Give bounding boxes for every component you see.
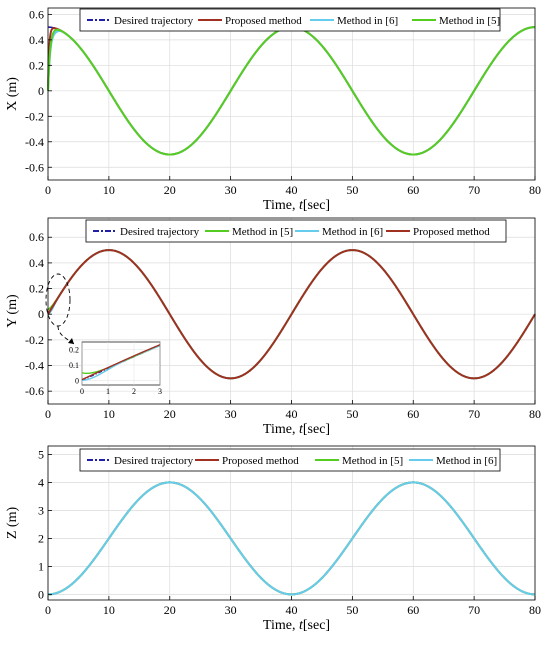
inset-series-line [81, 344, 161, 381]
y-tick-label: 0.4 [29, 33, 44, 47]
inset-zoom: 0 1 2 3 0 0.1 0.2 [69, 341, 162, 396]
legend-label: Method in [6] [436, 455, 497, 467]
x-tick-label: 40 [286, 603, 298, 617]
y-tick-label: -0.4 [25, 359, 44, 373]
y-axis-label: X (m) [5, 77, 20, 111]
legend-label: Method in [6] [322, 226, 383, 238]
x-tick-label: 60 [407, 603, 419, 617]
series-line-proposed-method [47, 249, 536, 380]
y-tick-label: 2 [38, 531, 44, 545]
y-axis-label: Y (m) [5, 294, 20, 328]
zoom-arrowhead [68, 338, 74, 344]
y-tick-label: 0.2 [29, 282, 44, 296]
inset-y-tick-label: 0.2 [69, 346, 79, 355]
y-tick-label: 5 [38, 447, 44, 461]
y-tick-label: 1 [38, 559, 44, 573]
x-tick-label: 10 [103, 183, 115, 197]
y-tick-label: 4 [38, 475, 44, 489]
y-tick-label: -0.6 [25, 384, 44, 398]
y-tick-label: 3 [38, 503, 44, 517]
chart-panel-2: 0 10 20 30 40 50 60 70 80-0.6-0.4-0.200.20.40.6T… [5, 217, 541, 437]
x-tick-label: 50 [346, 603, 358, 617]
inset-x-tick-label: 1 [106, 387, 110, 396]
chart-panel-1: 0 10 20 30 40 50 60 70 80 -0.6 -0.4 -0.2 0 0.2 0.4 0.6 T… [5, 7, 541, 213]
x-tick-label: 20 [164, 603, 176, 617]
x-tick-label: 30 [225, 407, 237, 421]
chart-panel-3: 0 10 20 30 40 50 60 70 80 0 1 2 3 4 5 Time, t[sec] Z (m)… [5, 445, 541, 633]
x-tick-label: 30 [225, 603, 237, 617]
legend-box [79, 8, 501, 32]
x-tick-label: 20 [164, 183, 176, 197]
y-tick-label: -0.2 [25, 333, 44, 347]
legend-box [79, 448, 501, 472]
x-tick-label: 10 [103, 407, 115, 421]
x-axis-label: Time, t[sec] [263, 618, 330, 633]
x-tick-label: 50 [346, 407, 358, 421]
y-axis-label: Z (m) [5, 507, 20, 540]
x-tick-label: 50 [346, 183, 358, 197]
x-tick-label: 80 [529, 183, 541, 197]
series-line-method-in-6- [47, 481, 536, 596]
x-tick-label: 80 [529, 603, 541, 617]
legend-label: Desired trajectory [114, 15, 194, 27]
x-tick-label: 40 [286, 407, 298, 421]
x-tick-label: 70 [468, 603, 480, 617]
x-axis-label: Time, t[sec] [263, 198, 330, 213]
legend-label: Proposed method [222, 455, 299, 467]
x-tick-label: 60 [407, 407, 419, 421]
inset-x-tick-label: 0 [80, 387, 84, 396]
legend-label: Desired trajectory [120, 226, 200, 238]
legend-label: Proposed method [413, 226, 490, 238]
legend-label: Proposed method [225, 15, 302, 27]
y-tick-label: 0 [38, 307, 44, 321]
x-axis-label: Time, t[sec] [263, 422, 330, 437]
y-tick-label: 0 [38, 587, 44, 601]
x-tick-label: 0 [45, 407, 51, 421]
x-tick-label: 0 [45, 183, 51, 197]
y-tick-label: -0.4 [25, 135, 44, 149]
x-tick-label: 80 [529, 407, 541, 421]
y-tick-label: -0.6 [25, 160, 44, 174]
legend-label: Method in [5] [342, 455, 403, 467]
y-tick-label: 0.6 [29, 230, 44, 244]
x-tick-label: 70 [468, 183, 480, 197]
y-tick-label: 0 [38, 84, 44, 98]
x-tick-label: 20 [164, 407, 176, 421]
x-tick-label: 60 [407, 183, 419, 197]
legend-label: Method in [6] [337, 15, 398, 27]
y-tick-label: 0.2 [29, 58, 44, 72]
x-tick-label: 40 [286, 183, 298, 197]
y-tick-label: 0.4 [29, 256, 44, 270]
x-tick-label: 0 [45, 603, 51, 617]
inset-x-tick-label: 3 [158, 387, 162, 396]
inset-frame [81, 341, 161, 386]
y-tick-label: 0.6 [29, 7, 44, 21]
legend-label: Desired trajectory [114, 455, 194, 467]
y-tick-label: -0.2 [25, 109, 44, 123]
inset-y-tick-label: 0 [75, 376, 79, 385]
inset-x-tick-label: 2 [132, 387, 136, 396]
legend-label: Method in [5] [439, 15, 500, 27]
x-tick-label: 30 [225, 183, 237, 197]
x-tick-label: 10 [103, 603, 115, 617]
x-tick-label: 70 [468, 407, 480, 421]
legend-label: Method in [5] [232, 226, 293, 238]
inset-y-tick-label: 0.1 [69, 361, 79, 370]
